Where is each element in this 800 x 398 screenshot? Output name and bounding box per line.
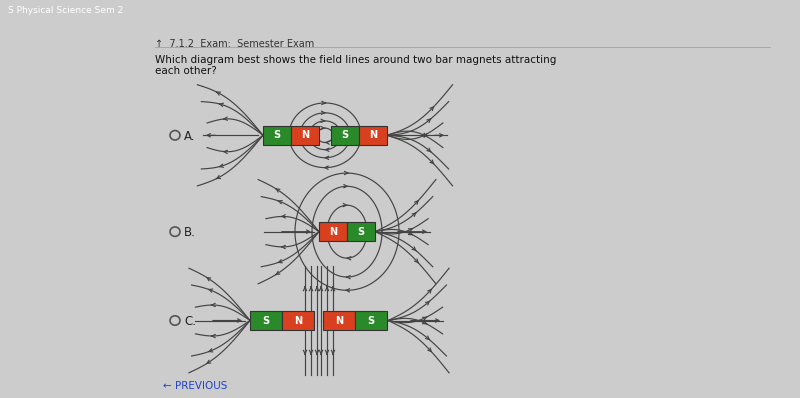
Bar: [282, 311, 314, 330]
Bar: [250, 311, 282, 330]
Text: N: N: [329, 227, 337, 237]
Text: N: N: [369, 130, 377, 140]
Bar: [319, 222, 347, 241]
Bar: [291, 126, 319, 145]
Text: ↑  7.1.2  Exam:  Semester Exam: ↑ 7.1.2 Exam: Semester Exam: [155, 39, 314, 49]
Text: S: S: [342, 130, 349, 140]
Text: B.: B.: [184, 226, 196, 239]
Text: S: S: [367, 316, 374, 326]
Text: N: N: [335, 316, 343, 326]
Text: Which diagram best shows the field lines around two bar magnets attracting: Which diagram best shows the field lines…: [155, 55, 556, 65]
Bar: [331, 126, 359, 145]
Text: ← PREVIOUS: ← PREVIOUS: [163, 381, 227, 391]
Bar: [323, 311, 355, 330]
Bar: [263, 126, 291, 145]
Text: S Physical Science Sem 2: S Physical Science Sem 2: [8, 6, 123, 16]
Text: S: S: [262, 316, 270, 326]
Text: each other?: each other?: [155, 66, 217, 76]
Text: C.: C.: [184, 315, 196, 328]
Text: N: N: [301, 130, 309, 140]
Text: N: N: [294, 316, 302, 326]
Bar: [359, 126, 387, 145]
Text: A.: A.: [184, 130, 195, 143]
Bar: [355, 311, 387, 330]
Bar: [347, 222, 375, 241]
Text: S: S: [358, 227, 365, 237]
Text: S: S: [274, 130, 281, 140]
